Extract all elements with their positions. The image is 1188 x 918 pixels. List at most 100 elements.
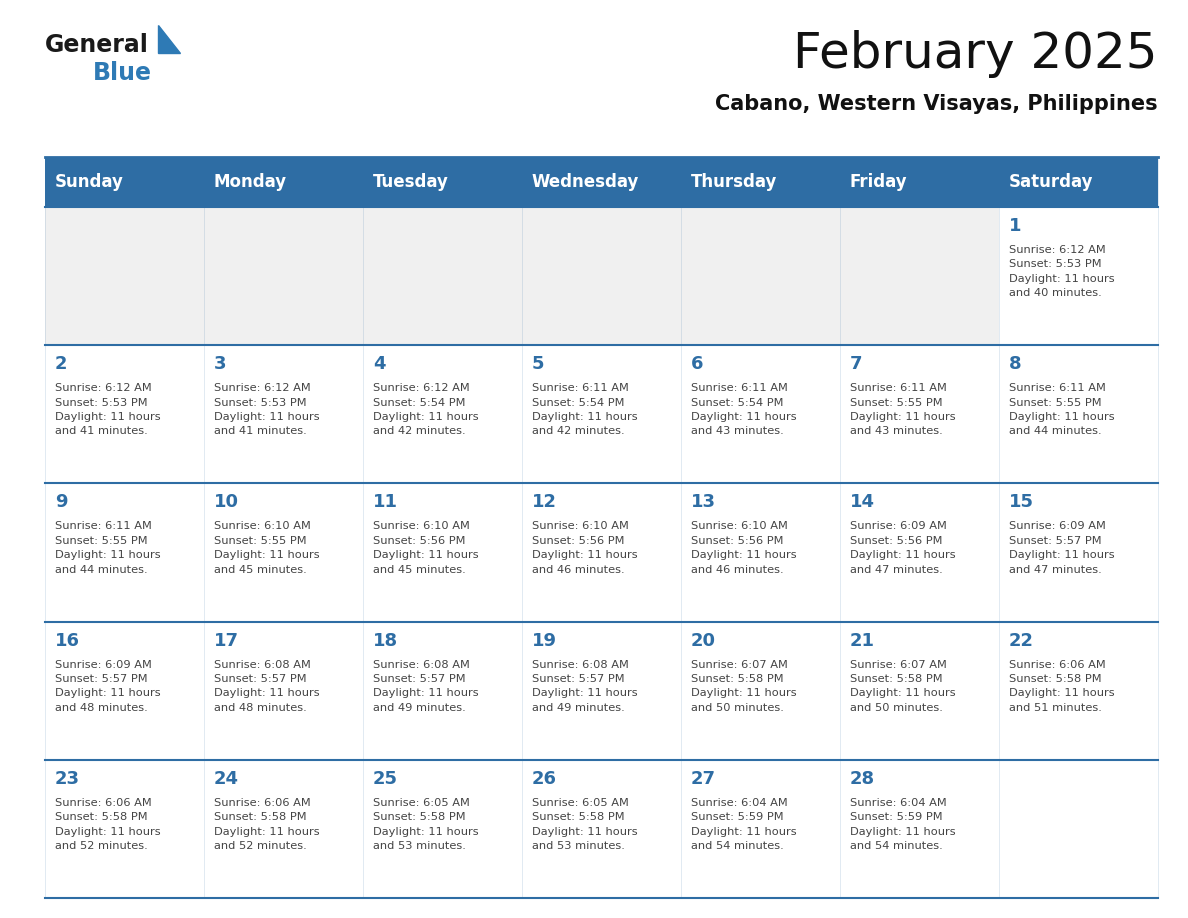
Text: Sunrise: 6:12 AM
Sunset: 5:53 PM
Daylight: 11 hours
and 41 minutes.: Sunrise: 6:12 AM Sunset: 5:53 PM Dayligh… (55, 383, 160, 436)
Text: 21: 21 (849, 632, 876, 650)
Text: 15: 15 (1009, 493, 1034, 511)
Text: 7: 7 (849, 355, 862, 374)
Bar (45, 484, 204, 621)
Text: Sunrise: 6:06 AM
Sunset: 5:58 PM
Daylight: 11 hours
and 51 minutes.: Sunrise: 6:06 AM Sunset: 5:58 PM Dayligh… (1009, 660, 1114, 712)
Text: Sunrise: 6:10 AM
Sunset: 5:55 PM
Daylight: 11 hours
and 45 minutes.: Sunrise: 6:10 AM Sunset: 5:55 PM Dayligh… (214, 521, 320, 575)
Bar (364, 760, 522, 898)
Text: Sunrise: 6:08 AM
Sunset: 5:57 PM
Daylight: 11 hours
and 49 minutes.: Sunrise: 6:08 AM Sunset: 5:57 PM Dayligh… (373, 660, 479, 712)
Bar (522, 207, 681, 345)
Polygon shape (158, 25, 181, 53)
Text: Sunrise: 6:07 AM
Sunset: 5:58 PM
Daylight: 11 hours
and 50 minutes.: Sunrise: 6:07 AM Sunset: 5:58 PM Dayligh… (849, 660, 955, 712)
Bar (45, 207, 204, 345)
Text: 17: 17 (214, 632, 239, 650)
Text: 19: 19 (532, 632, 557, 650)
Text: Sunrise: 6:09 AM
Sunset: 5:57 PM
Daylight: 11 hours
and 48 minutes.: Sunrise: 6:09 AM Sunset: 5:57 PM Dayligh… (55, 660, 160, 712)
Bar (681, 207, 840, 345)
Text: 3: 3 (214, 355, 227, 374)
Text: Blue: Blue (93, 61, 152, 85)
Text: 12: 12 (532, 493, 557, 511)
Text: Sunrise: 6:10 AM
Sunset: 5:56 PM
Daylight: 11 hours
and 45 minutes.: Sunrise: 6:10 AM Sunset: 5:56 PM Dayligh… (373, 521, 479, 575)
Text: 5: 5 (532, 355, 544, 374)
Text: Sunrise: 6:12 AM
Sunset: 5:54 PM
Daylight: 11 hours
and 42 minutes.: Sunrise: 6:12 AM Sunset: 5:54 PM Dayligh… (373, 383, 479, 436)
Bar (840, 207, 999, 345)
Text: 22: 22 (1009, 632, 1034, 650)
Bar (522, 621, 681, 760)
Text: 8: 8 (1009, 355, 1022, 374)
Text: Sunrise: 6:08 AM
Sunset: 5:57 PM
Daylight: 11 hours
and 48 minutes.: Sunrise: 6:08 AM Sunset: 5:57 PM Dayligh… (214, 660, 320, 712)
Bar (681, 760, 840, 898)
Bar (45, 345, 204, 484)
Text: General: General (45, 33, 148, 57)
Text: 23: 23 (55, 770, 80, 788)
Bar (45, 760, 204, 898)
Text: 26: 26 (532, 770, 557, 788)
Text: Sunrise: 6:05 AM
Sunset: 5:58 PM
Daylight: 11 hours
and 53 minutes.: Sunrise: 6:05 AM Sunset: 5:58 PM Dayligh… (532, 798, 638, 851)
Bar (204, 484, 364, 621)
Bar (522, 484, 681, 621)
Bar (840, 484, 999, 621)
Text: Friday: Friday (849, 173, 908, 191)
Text: Sunrise: 6:05 AM
Sunset: 5:58 PM
Daylight: 11 hours
and 53 minutes.: Sunrise: 6:05 AM Sunset: 5:58 PM Dayligh… (373, 798, 479, 851)
Text: Sunrise: 6:10 AM
Sunset: 5:56 PM
Daylight: 11 hours
and 46 minutes.: Sunrise: 6:10 AM Sunset: 5:56 PM Dayligh… (532, 521, 638, 575)
Text: Sunrise: 6:07 AM
Sunset: 5:58 PM
Daylight: 11 hours
and 50 minutes.: Sunrise: 6:07 AM Sunset: 5:58 PM Dayligh… (691, 660, 797, 712)
Text: 25: 25 (373, 770, 398, 788)
Text: 24: 24 (214, 770, 239, 788)
Text: Tuesday: Tuesday (373, 173, 449, 191)
Text: February 2025: February 2025 (794, 30, 1158, 78)
Bar (522, 760, 681, 898)
Text: Sunrise: 6:06 AM
Sunset: 5:58 PM
Daylight: 11 hours
and 52 minutes.: Sunrise: 6:06 AM Sunset: 5:58 PM Dayligh… (55, 798, 160, 851)
Bar (364, 345, 522, 484)
Text: Sunrise: 6:11 AM
Sunset: 5:54 PM
Daylight: 11 hours
and 42 minutes.: Sunrise: 6:11 AM Sunset: 5:54 PM Dayligh… (532, 383, 638, 436)
Text: Sunrise: 6:09 AM
Sunset: 5:56 PM
Daylight: 11 hours
and 47 minutes.: Sunrise: 6:09 AM Sunset: 5:56 PM Dayligh… (849, 521, 955, 575)
Bar (204, 345, 364, 484)
Bar (204, 760, 364, 898)
Text: 14: 14 (849, 493, 876, 511)
Text: Sunrise: 6:09 AM
Sunset: 5:57 PM
Daylight: 11 hours
and 47 minutes.: Sunrise: 6:09 AM Sunset: 5:57 PM Dayligh… (1009, 521, 1114, 575)
Text: Monday: Monday (214, 173, 287, 191)
Text: Sunrise: 6:10 AM
Sunset: 5:56 PM
Daylight: 11 hours
and 46 minutes.: Sunrise: 6:10 AM Sunset: 5:56 PM Dayligh… (691, 521, 797, 575)
Bar (45, 621, 204, 760)
Bar (522, 157, 681, 207)
Bar (204, 207, 364, 345)
Text: Cabano, Western Visayas, Philippines: Cabano, Western Visayas, Philippines (715, 94, 1158, 114)
Bar (840, 760, 999, 898)
Text: Thursday: Thursday (691, 173, 777, 191)
Text: 28: 28 (849, 770, 876, 788)
Text: 27: 27 (691, 770, 716, 788)
Bar (681, 157, 840, 207)
Bar (999, 207, 1158, 345)
Text: 6: 6 (691, 355, 703, 374)
Bar (364, 157, 522, 207)
Bar (840, 157, 999, 207)
Text: 4: 4 (373, 355, 385, 374)
Bar (364, 621, 522, 760)
Text: Sunrise: 6:08 AM
Sunset: 5:57 PM
Daylight: 11 hours
and 49 minutes.: Sunrise: 6:08 AM Sunset: 5:57 PM Dayligh… (532, 660, 638, 712)
Text: Saturday: Saturday (1009, 173, 1093, 191)
Text: Sunrise: 6:11 AM
Sunset: 5:55 PM
Daylight: 11 hours
and 44 minutes.: Sunrise: 6:11 AM Sunset: 5:55 PM Dayligh… (55, 521, 160, 575)
Text: Wednesday: Wednesday (532, 173, 639, 191)
Text: 1: 1 (1009, 217, 1022, 235)
Text: Sunrise: 6:06 AM
Sunset: 5:58 PM
Daylight: 11 hours
and 52 minutes.: Sunrise: 6:06 AM Sunset: 5:58 PM Dayligh… (214, 798, 320, 851)
Text: Sunrise: 6:12 AM
Sunset: 5:53 PM
Daylight: 11 hours
and 40 minutes.: Sunrise: 6:12 AM Sunset: 5:53 PM Dayligh… (1009, 245, 1114, 298)
Bar (204, 621, 364, 760)
Text: Sunrise: 6:11 AM
Sunset: 5:55 PM
Daylight: 11 hours
and 44 minutes.: Sunrise: 6:11 AM Sunset: 5:55 PM Dayligh… (1009, 383, 1114, 436)
Bar (999, 484, 1158, 621)
Bar (522, 345, 681, 484)
Text: 16: 16 (55, 632, 80, 650)
Bar (681, 621, 840, 760)
Text: 18: 18 (373, 632, 398, 650)
Text: Sunrise: 6:04 AM
Sunset: 5:59 PM
Daylight: 11 hours
and 54 minutes.: Sunrise: 6:04 AM Sunset: 5:59 PM Dayligh… (849, 798, 955, 851)
Bar (999, 157, 1158, 207)
Bar (840, 345, 999, 484)
Bar (204, 157, 364, 207)
Bar (840, 621, 999, 760)
Text: 11: 11 (373, 493, 398, 511)
Text: 9: 9 (55, 493, 68, 511)
Text: 2: 2 (55, 355, 68, 374)
Bar (364, 207, 522, 345)
Text: 10: 10 (214, 493, 239, 511)
Text: Sunrise: 6:11 AM
Sunset: 5:55 PM
Daylight: 11 hours
and 43 minutes.: Sunrise: 6:11 AM Sunset: 5:55 PM Dayligh… (849, 383, 955, 436)
Bar (999, 345, 1158, 484)
Text: Sunrise: 6:11 AM
Sunset: 5:54 PM
Daylight: 11 hours
and 43 minutes.: Sunrise: 6:11 AM Sunset: 5:54 PM Dayligh… (691, 383, 797, 436)
Bar (999, 621, 1158, 760)
